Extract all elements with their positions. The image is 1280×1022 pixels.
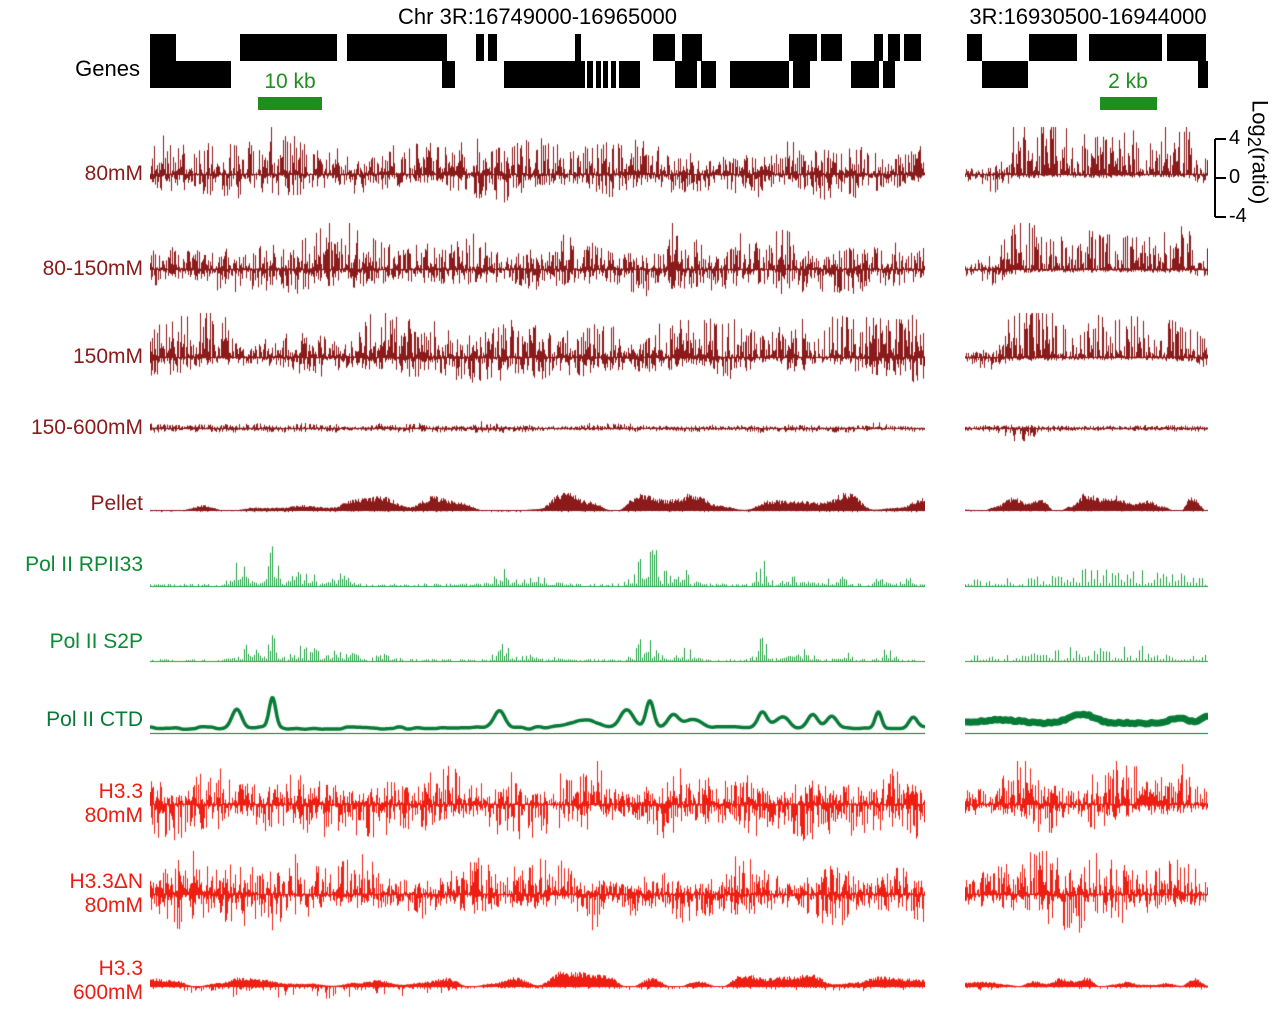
genes-label: Genes [75,56,140,81]
track-label: 150mM [0,312,143,402]
track-plot-right [965,760,1208,848]
track-label: Pol II S2P [0,616,143,668]
gene-box [730,61,790,88]
track-plot-right [965,850,1208,938]
track-plot-left [150,222,925,316]
track-plot-right [965,312,1208,402]
track-plot-left [150,690,925,750]
track-label-line: 150-600mM [30,416,143,440]
track-plot-left [150,850,925,938]
track-label-line: H3.3 [98,780,143,804]
track-label: H3.3ΔN 80mM [0,850,143,938]
axis-bracket [1214,138,1226,218]
track-plot-left [150,312,925,402]
figure-title-left: Chr 3R:16749000-16965000 [398,4,677,29]
track-plot-right [965,410,1208,446]
gene-box [789,34,817,61]
track-plot-left [150,616,925,668]
figure-title-right: 3R:16930500-16944000 [969,4,1207,29]
scalebar-left-bar [258,97,322,110]
genes-track-left [150,34,925,88]
track-plot-right [965,478,1208,530]
gene-box [476,34,485,61]
track-label-line: 80mM [84,804,143,827]
track-plot-left [150,410,925,446]
gene-box [596,61,602,88]
track-plot-left [150,478,925,530]
gene-box [652,34,676,61]
track-plot-right [965,690,1208,750]
track-label: Pellet [0,478,143,530]
axis-tick-neg4: -4 [1229,205,1247,227]
gene-box [883,61,895,88]
axis-label-sub: 2 [1244,136,1265,147]
gene-box [611,61,616,88]
gene-box [442,61,455,88]
track-label: Pol II RPII33 [0,536,143,594]
track-label: 80mM [0,126,143,222]
track-label-line: Pol II S2P [49,630,143,654]
track-plot-left [150,536,925,594]
gene-box [701,61,716,88]
track-label-line: 80mM [84,894,143,917]
gene-box [967,34,982,61]
track-label: Pol II CTD [0,690,143,750]
gene-box [618,61,640,88]
gene-box [821,34,843,61]
gene-box [1029,34,1077,61]
track-label: H3.3 80mM [0,760,143,848]
track-label-line: 600mM [72,981,143,1004]
axis-label-rest: (ratio) [1247,146,1273,205]
gene-box [681,34,702,61]
scalebar-left-label: 10 kb [264,70,316,93]
gene-box [904,34,922,61]
track-plot-left [150,126,925,222]
gene-box [504,61,585,88]
scalebar-right-label: 2 kb [1108,70,1148,93]
track-plot-right [965,616,1208,668]
axis-label-main: Log [1247,100,1273,137]
track-plot-right [965,222,1208,316]
track-label-line: 80-150mM [42,257,143,281]
gene-box [1089,34,1163,61]
gene-box [150,61,231,88]
axis-tick-0: 0 [1229,166,1241,188]
track-label-line: H3.3 [98,957,143,981]
track-label: 80-150mM [0,222,143,316]
gene-box [1167,34,1206,61]
track-plot-right [965,126,1208,222]
track-plot-right [965,950,1208,1012]
gene-box [793,61,810,88]
track-label-line: Pol II RPII33 [25,553,143,577]
track-plot-left [150,950,925,1012]
track-plot-right [965,536,1208,594]
gene-box [603,61,609,88]
gene-box [587,61,594,88]
gene-box [575,34,581,61]
axis-label: Log2(ratio) [1243,100,1272,270]
track-label: 150-600mM [0,410,143,446]
gene-box [346,34,447,61]
gene-box [487,34,498,61]
gene-box [1197,61,1208,88]
track-label-line: 80mM [84,162,143,186]
gene-box [150,34,177,61]
track-label-line: H3.3ΔN [69,870,143,894]
gene-box [675,61,698,88]
gene-box [850,61,880,88]
track-label: H3.3 600mM [0,950,143,1012]
track-label-line: 150mM [72,345,143,369]
axis-tick-4: 4 [1229,127,1241,149]
track-label-line: Pol II CTD [46,708,143,732]
gene-box [239,34,337,61]
track-plot-left [150,760,925,848]
gene-box [981,61,1029,88]
gene-box [873,34,884,61]
genes-track-right [965,34,1208,88]
track-label-line: Pellet [90,492,143,516]
gene-box [887,34,901,61]
scalebar-right-bar [1100,97,1157,110]
